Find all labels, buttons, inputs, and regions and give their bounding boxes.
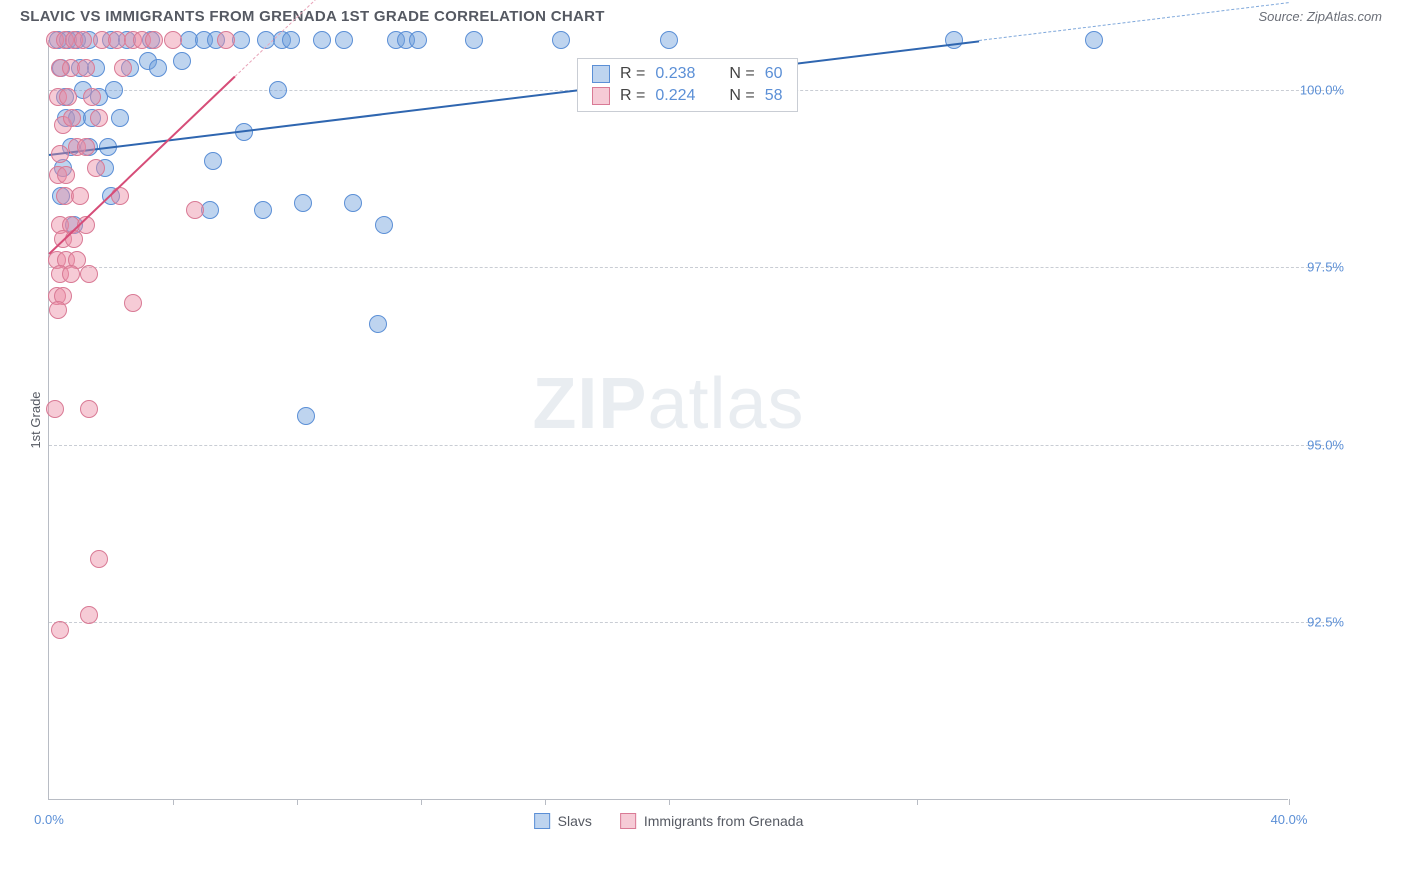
scatter-point (80, 400, 98, 418)
watermark: ZIPatlas (532, 363, 804, 445)
gridline-h (49, 267, 1339, 268)
r-value: 0.224 (655, 87, 695, 105)
scatter-point (65, 230, 83, 248)
legend-swatch (534, 813, 550, 829)
scatter-point (335, 31, 353, 49)
scatter-point (90, 550, 108, 568)
scatter-point (375, 216, 393, 234)
chart-source: Source: ZipAtlas.com (1258, 9, 1382, 24)
scatter-point (80, 265, 98, 283)
scatter-point (80, 606, 98, 624)
scatter-point (344, 194, 362, 212)
x-tick (173, 799, 174, 805)
scatter-point (59, 88, 77, 106)
legend-label: Immigrants from Grenada (644, 813, 804, 829)
scatter-point (51, 621, 69, 639)
plot-area: 1st Grade ZIPatlas 92.5%95.0%97.5%100.0%… (48, 40, 1288, 800)
x-tick (917, 799, 918, 805)
scatter-point (71, 187, 89, 205)
gridline-h (49, 445, 1339, 446)
stats-box: R = 0.238 N = 60 R = 0.224 N = 58 (577, 58, 798, 112)
scatter-point (294, 194, 312, 212)
scatter-point (62, 265, 80, 283)
scatter-point (217, 31, 235, 49)
scatter-point (409, 31, 427, 49)
scatter-point (164, 31, 182, 49)
scatter-point (173, 52, 191, 70)
gridline-h (49, 622, 1339, 623)
scatter-point (87, 159, 105, 177)
n-label: N = (729, 87, 754, 105)
y-tick-label: 92.5% (1292, 615, 1344, 630)
scatter-point (313, 31, 331, 49)
stats-row: R = 0.238 N = 60 (578, 63, 797, 85)
scatter-point (63, 109, 81, 127)
plot-wrap: 1st Grade ZIPatlas 92.5%95.0%97.5%100.0%… (48, 40, 1348, 820)
y-tick-label: 100.0% (1292, 82, 1344, 97)
scatter-point (111, 109, 129, 127)
y-axis-title: 1st Grade (28, 391, 43, 448)
scatter-point (232, 31, 250, 49)
r-label: R = (620, 87, 645, 105)
x-tick (1289, 799, 1290, 805)
scatter-point (46, 400, 64, 418)
legend-swatch (592, 65, 610, 83)
scatter-point (51, 145, 69, 163)
scatter-point (269, 81, 287, 99)
x-tick-label: 40.0% (1271, 812, 1308, 827)
scatter-point (552, 31, 570, 49)
y-tick-label: 95.0% (1292, 437, 1344, 452)
watermark-rest: atlas (647, 364, 804, 444)
scatter-point (204, 152, 222, 170)
x-tick (421, 799, 422, 805)
scatter-point (201, 201, 219, 219)
scatter-point (57, 166, 75, 184)
scatter-point (74, 31, 92, 49)
legend-item: Immigrants from Grenada (620, 813, 804, 829)
legend-item: Slavs (534, 813, 592, 829)
scatter-point (145, 31, 163, 49)
scatter-point (114, 59, 132, 77)
scatter-point (945, 31, 963, 49)
scatter-point (254, 201, 272, 219)
stats-row: R = 0.224 N = 58 (578, 85, 797, 107)
x-tick-label: 0.0% (34, 812, 64, 827)
scatter-point (77, 138, 95, 156)
legend-swatch (592, 87, 610, 105)
scatter-point (77, 59, 95, 77)
watermark-bold: ZIP (532, 364, 647, 444)
x-tick (669, 799, 670, 805)
scatter-point (465, 31, 483, 49)
scatter-point (186, 201, 204, 219)
scatter-point (124, 294, 142, 312)
scatter-point (369, 315, 387, 333)
n-label: N = (729, 65, 754, 83)
r-value: 0.238 (655, 65, 695, 83)
scatter-point (1085, 31, 1103, 49)
bottom-legend: Slavs Immigrants from Grenada (534, 813, 804, 829)
x-tick (545, 799, 546, 805)
scatter-point (83, 88, 101, 106)
scatter-point (297, 407, 315, 425)
chart-title: SLAVIC VS IMMIGRANTS FROM GRENADA 1ST GR… (20, 8, 605, 25)
scatter-point (105, 81, 123, 99)
n-value: 58 (765, 87, 783, 105)
scatter-point (49, 301, 67, 319)
x-tick (297, 799, 298, 805)
scatter-point (149, 59, 167, 77)
legend-label: Slavs (558, 813, 592, 829)
legend-swatch (620, 813, 636, 829)
y-tick-label: 97.5% (1292, 260, 1344, 275)
n-value: 60 (765, 65, 783, 83)
scatter-point (282, 31, 300, 49)
scatter-point (660, 31, 678, 49)
r-label: R = (620, 65, 645, 83)
chart-header: SLAVIC VS IMMIGRANTS FROM GRENADA 1ST GR… (0, 0, 1406, 31)
scatter-point (90, 109, 108, 127)
